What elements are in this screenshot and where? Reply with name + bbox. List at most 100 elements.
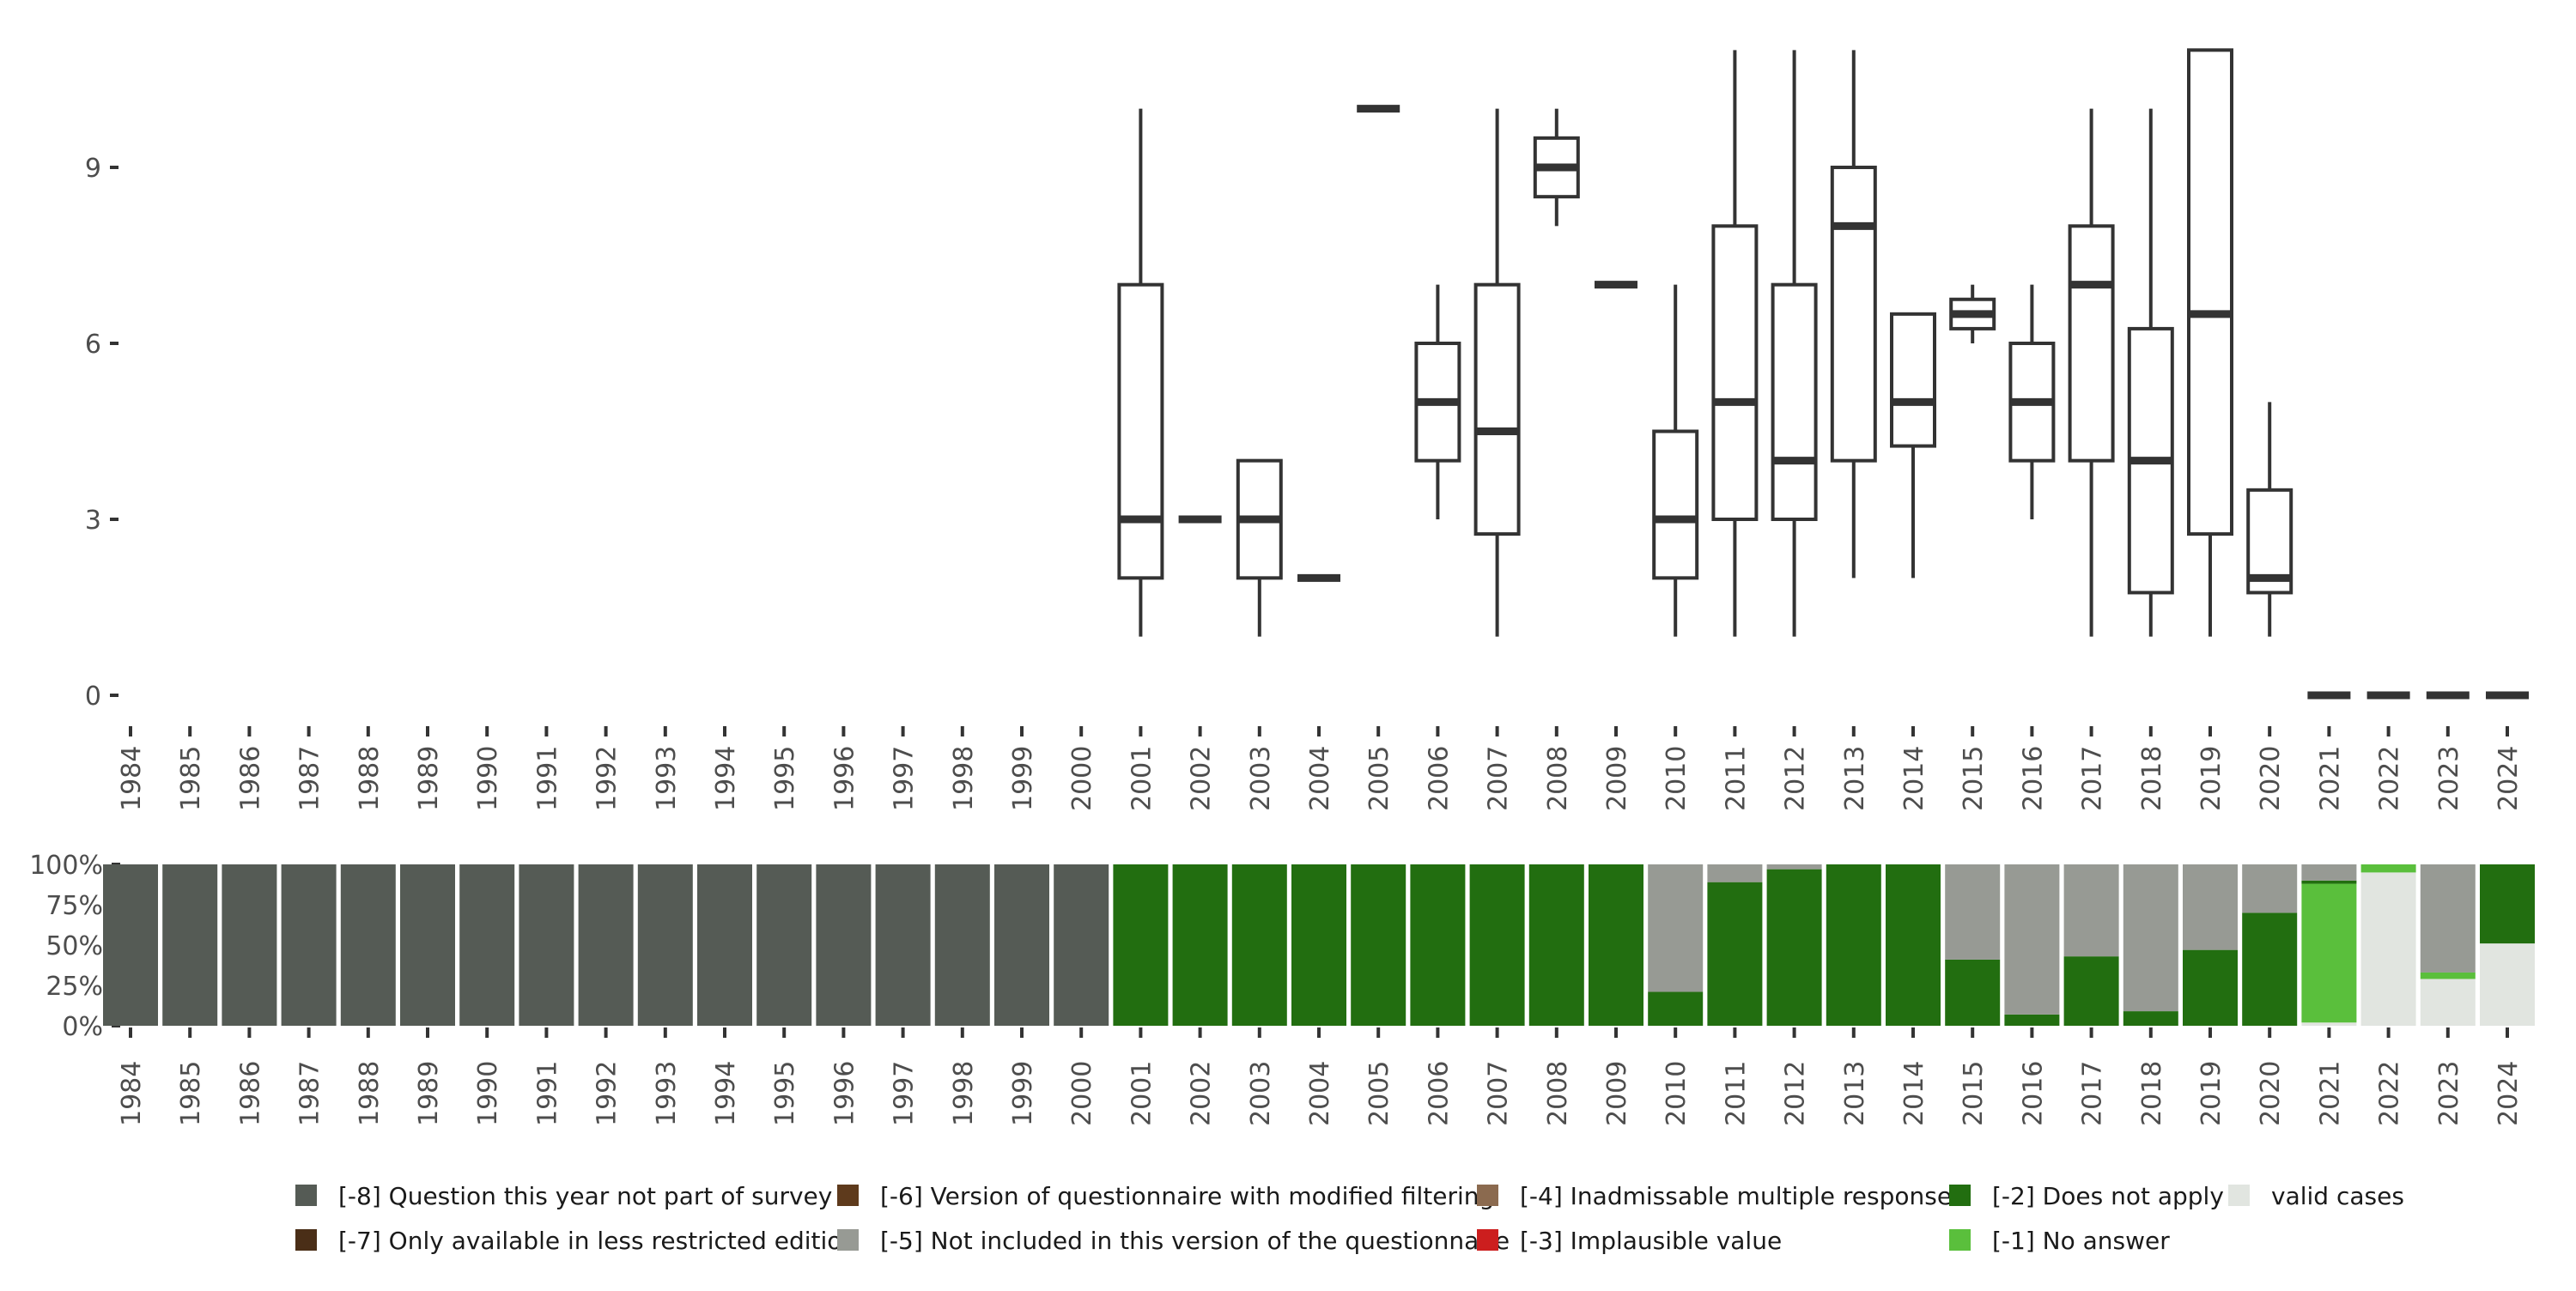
legend-label: [-7] Only available in less restricted e… — [338, 1227, 857, 1255]
bar-segment — [2242, 864, 2298, 913]
box-2008 — [1533, 108, 1580, 227]
box-iqr — [1771, 282, 1818, 521]
box-2001 — [1117, 108, 1164, 637]
x-tick-label: 2014 — [1899, 746, 1929, 811]
x-tick-label: 1991 — [532, 746, 562, 811]
box-2007 — [1473, 108, 1521, 637]
x-tick-label: 2008 — [1543, 1061, 1573, 1126]
box-2018 — [2127, 108, 2174, 637]
x-tick-label: 2023 — [2434, 1061, 2464, 1126]
bar-segment — [697, 864, 752, 1026]
legend-item: [-5] Not included in this version of the… — [837, 1227, 1510, 1255]
x-tick-label: 2019 — [2196, 1061, 2227, 1126]
box-iqr — [1117, 282, 1164, 580]
box-2011 — [1711, 50, 1759, 637]
bar-segment — [2420, 972, 2476, 979]
legend-swatch — [1477, 1185, 1498, 1206]
x-tick-label: 1988 — [355, 1061, 385, 1126]
x-tick-label: 2022 — [2375, 746, 2405, 811]
x-tick-label: 1994 — [711, 1061, 741, 1126]
bar-segment — [2183, 864, 2238, 950]
bar-segment — [1231, 864, 1287, 1026]
bar-segment — [2420, 979, 2476, 1026]
x-tick-label: 1997 — [890, 746, 920, 811]
bar-segment — [875, 864, 931, 1026]
box-iqr — [1890, 312, 1936, 448]
x-tick-label: 2020 — [2256, 1061, 2286, 1126]
legend-swatch — [837, 1185, 859, 1206]
x-tick-label: 2001 — [1127, 746, 1157, 811]
bar-segment — [1054, 864, 1109, 1026]
bar-segment — [281, 864, 337, 1026]
box-2019 — [2187, 48, 2233, 637]
legend-item: [-8] Question this year not part of surv… — [295, 1182, 832, 1210]
x-tick-label: 2015 — [1959, 1061, 1989, 1126]
y-tick-label: 0 — [85, 682, 101, 712]
bar-segment — [2301, 864, 2357, 881]
x-tick-label: 2016 — [2018, 746, 2048, 811]
x-tick-label: 1985 — [176, 1061, 206, 1126]
y-tick-label: 6 — [85, 330, 101, 360]
legend-item: [-7] Only available in less restricted e… — [295, 1227, 857, 1255]
bar-segment — [2063, 864, 2119, 957]
bar-segment — [1528, 864, 1584, 1026]
x-tick-label: 2007 — [1484, 746, 1514, 811]
bar-segment — [756, 864, 812, 1026]
bar-segment — [2242, 912, 2298, 1026]
x-tick-label: 1991 — [532, 1061, 562, 1126]
bar-segment — [637, 864, 693, 1026]
box-iqr — [1830, 166, 1877, 463]
legend-label: valid cases — [2271, 1182, 2404, 1210]
x-tick-label: 1998 — [949, 1061, 979, 1126]
bar-segment — [1589, 864, 1643, 1026]
bar-segment — [1766, 869, 1822, 1026]
x-tick-label: 2005 — [1364, 746, 1394, 811]
bar-segment — [1766, 864, 1822, 870]
y-tick-label: 100% — [29, 851, 103, 881]
x-tick-label: 2021 — [2315, 746, 2345, 811]
box-2017 — [2068, 108, 2115, 637]
bar-segment — [578, 864, 634, 1026]
bar-segment — [2063, 956, 2119, 1026]
x-tick-label: 2021 — [2315, 1061, 2345, 1126]
legend-label: [-6] Version of questionnaire with modif… — [880, 1182, 1494, 1210]
x-tick-label: 1986 — [235, 1061, 265, 1126]
x-tick-label: 2002 — [1187, 1061, 1217, 1126]
box-iqr — [1652, 429, 1699, 580]
x-tick-label: 2006 — [1424, 1061, 1454, 1126]
y-tick-label: 9 — [85, 154, 101, 184]
x-tick-label: 2013 — [1840, 1061, 1870, 1126]
bar-segment — [340, 864, 396, 1026]
x-tick-label: 2010 — [1662, 1061, 1692, 1126]
x-tick-label: 1993 — [652, 1061, 682, 1126]
x-tick-label: 2011 — [1721, 746, 1751, 811]
x-tick-label: 2009 — [1602, 746, 1632, 811]
bar-segment — [1886, 864, 1941, 1026]
legend: [-8] Question this year not part of surv… — [295, 1182, 2404, 1255]
bar-segment — [2123, 864, 2178, 1012]
bar-segment — [1172, 864, 1228, 1026]
legend-label: [-4] Inadmissable multiple response — [1520, 1182, 1952, 1210]
box-2010 — [1652, 284, 1699, 637]
x-tick-label: 2015 — [1959, 746, 1989, 811]
bar-segment — [1826, 864, 1881, 1026]
x-tick-label: 2000 — [1067, 1061, 1097, 1126]
bar-segment — [1648, 864, 1704, 992]
x-tick-label: 2009 — [1602, 1061, 1632, 1126]
x-tick-label: 2010 — [1662, 746, 1692, 811]
bar-segment — [103, 864, 158, 1026]
x-tick-label: 2007 — [1484, 1061, 1514, 1126]
bar-segment — [519, 864, 574, 1026]
bar-segment — [2301, 883, 2357, 1023]
legend-swatch — [1949, 1229, 1971, 1251]
x-tick-label: 1997 — [890, 1061, 920, 1126]
bar-segment — [1291, 864, 1346, 1026]
x-tick-label: 1993 — [652, 746, 682, 811]
x-tick-label: 2003 — [1246, 1061, 1276, 1126]
legend-label: [-5] Not included in this version of the… — [880, 1227, 1510, 1255]
bar-segment — [2183, 949, 2238, 1026]
x-tick-label: 1987 — [295, 1061, 325, 1126]
x-tick-label: 1998 — [949, 746, 979, 811]
bar-segment — [1351, 864, 1406, 1026]
bar-segment — [816, 864, 872, 1026]
